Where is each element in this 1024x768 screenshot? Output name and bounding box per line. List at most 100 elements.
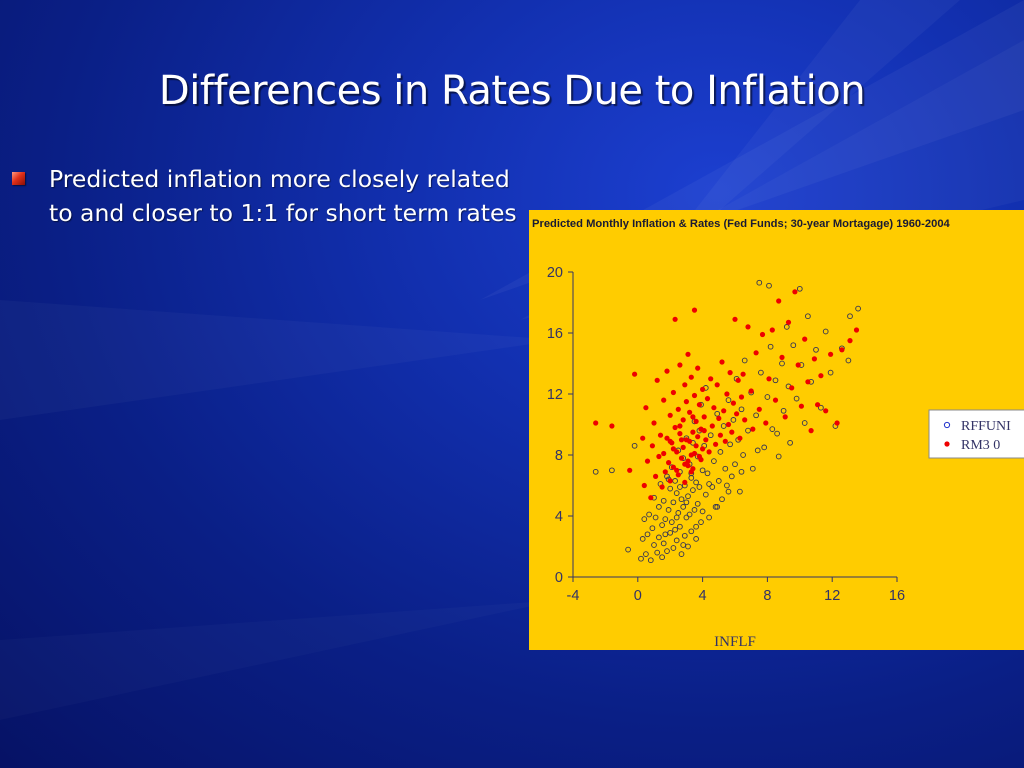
scatter-point [753, 350, 759, 356]
scatter-point [672, 316, 678, 322]
scatter-point [647, 557, 654, 564]
scatter-point [696, 402, 702, 408]
scatter-point [732, 316, 738, 322]
scatter-point [643, 551, 649, 557]
x-tick-label: 0 [634, 588, 642, 604]
scatter-point [827, 369, 834, 376]
scatter-point [685, 351, 691, 357]
scatter-point [688, 528, 695, 535]
scatter-point [699, 508, 706, 515]
scatter-point [787, 439, 793, 446]
scatter-point [754, 447, 761, 454]
scatter-point [688, 469, 694, 475]
scatter-point [847, 338, 853, 344]
scatter-point [678, 437, 685, 443]
scatter-point [798, 403, 804, 409]
scatter-point [714, 410, 721, 417]
scatter-point [796, 285, 803, 292]
scatter-point [813, 346, 819, 353]
scatter-point [834, 420, 840, 426]
scatter-point [724, 391, 730, 397]
scatter-point [668, 519, 675, 525]
scatter-point [649, 525, 656, 532]
y-tick-label: 16 [547, 326, 563, 342]
scatter-point [656, 504, 662, 510]
scatter-point [695, 365, 701, 371]
scatter-point [677, 362, 683, 368]
scatter-point [711, 405, 717, 411]
scatter-point [659, 522, 665, 528]
scatter-point [670, 464, 676, 470]
scatter-point [703, 437, 709, 443]
scatter-point [727, 441, 733, 448]
scatter-point [758, 369, 764, 376]
scatter-point [660, 497, 667, 504]
scatter-point [707, 432, 714, 439]
scatter-point [766, 376, 772, 382]
scatter-point [698, 457, 704, 463]
scatter-point [725, 421, 732, 428]
scatter-point [683, 499, 690, 506]
scatter-point [823, 408, 829, 414]
scatter-point [670, 446, 676, 452]
scatter-point [715, 478, 722, 484]
x-axis-label: INFLF [714, 634, 756, 650]
scatter-point [690, 487, 696, 493]
scatter-point [674, 449, 680, 455]
scatter-point [670, 389, 676, 396]
scatter-point [683, 399, 689, 405]
legend-label-rffunds: RFFUNI [961, 419, 1011, 434]
scatter-point [802, 336, 808, 342]
scatter-point [687, 409, 693, 415]
scatter-point [706, 514, 712, 521]
scatter-point [701, 428, 707, 434]
scatter-point [687, 438, 693, 444]
scatter-point [742, 417, 748, 423]
scatter-point [631, 442, 638, 449]
scatter-point [772, 377, 779, 384]
scatter-point [828, 351, 834, 357]
scatter-chart: Predicted Monthly Inflation & Rates (Fed… [532, 218, 1024, 650]
scatter-point [701, 414, 707, 420]
scatter-point [714, 504, 721, 510]
scatter-point [738, 406, 745, 413]
scatter-point [675, 406, 681, 412]
scatter-point [748, 388, 754, 394]
scatter-point [805, 313, 811, 320]
scatter-point [811, 356, 817, 362]
scatter-point [734, 411, 740, 417]
scatter-point [685, 458, 691, 464]
scatter-point [664, 368, 670, 374]
scatter-point [683, 514, 690, 521]
scatter-point [740, 452, 746, 458]
scatter-point [667, 412, 673, 418]
scatter-point [659, 484, 665, 490]
scatter-point [717, 432, 723, 438]
scatter-point [717, 449, 724, 455]
scatter-point [704, 396, 711, 402]
y-tick-label: 0 [555, 570, 563, 586]
scatter-point [644, 531, 651, 538]
scatter-point [666, 460, 672, 466]
scatter-point [625, 546, 631, 553]
scatter-point [657, 432, 664, 438]
scatter-point [672, 526, 678, 533]
scatter-point [638, 555, 644, 562]
chart-panel: Predicted Monthly Inflation & Rates (Fed… [529, 210, 1024, 650]
scatter-point [592, 468, 599, 475]
scatter-point [662, 469, 668, 475]
scatter-point [769, 327, 775, 333]
scatter-point [680, 504, 687, 510]
y-tick-label: 8 [555, 448, 563, 464]
scatter-point [745, 427, 751, 434]
scatter-point [661, 397, 667, 403]
scatter-point [756, 406, 762, 412]
scatter-point [593, 420, 599, 426]
slide-title: Differences in Rates Due to Inflation [158, 68, 866, 114]
scatter-point [682, 479, 688, 485]
scatter-point [708, 376, 714, 382]
scatter-point [722, 465, 729, 472]
scatter-point [675, 510, 682, 516]
scatter-point [795, 362, 801, 368]
square-bullet-icon [12, 172, 25, 185]
